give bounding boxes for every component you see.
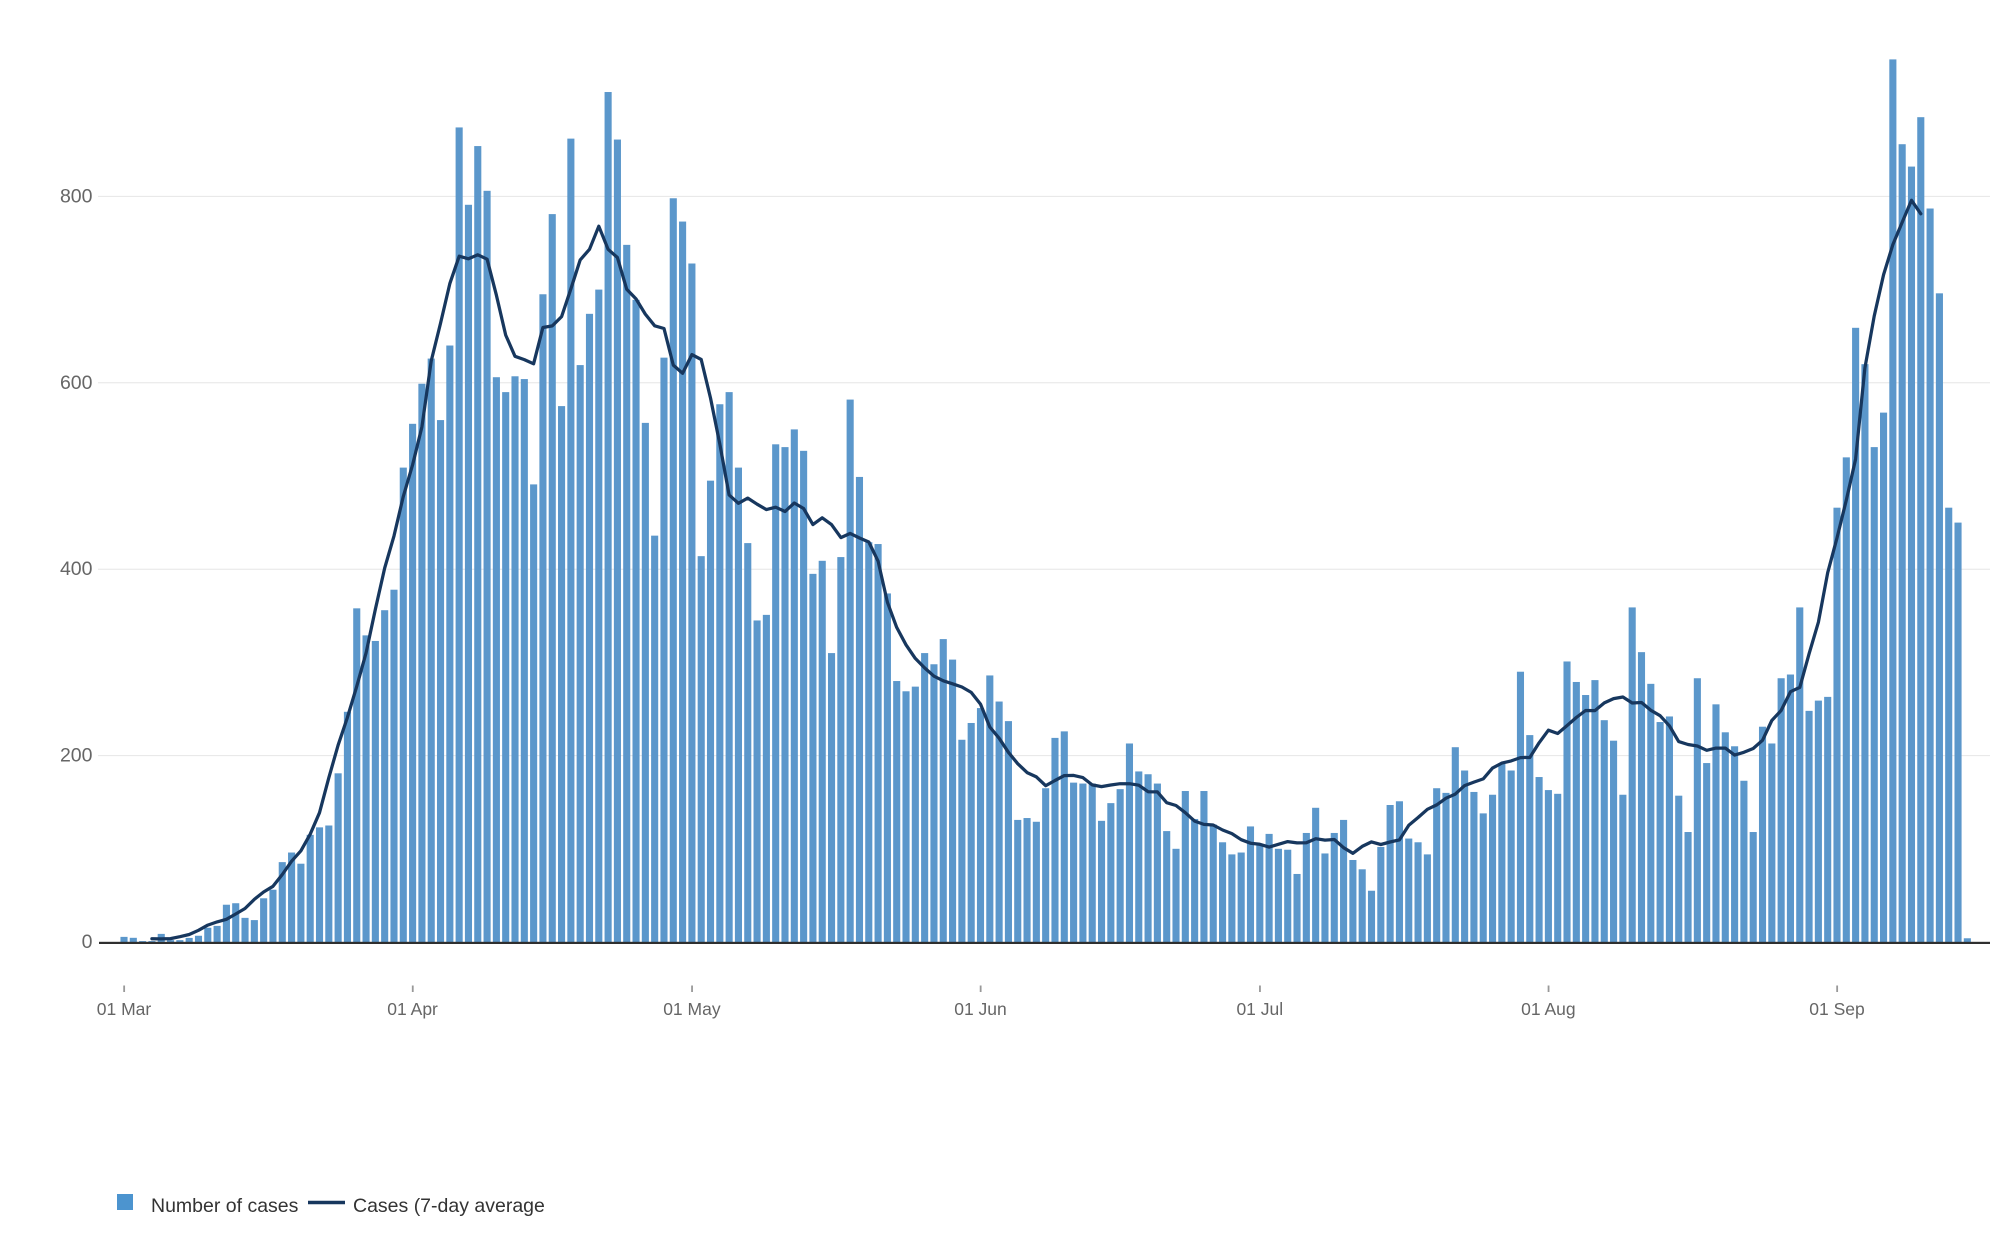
svg-text:Number of cases: Number of cases	[151, 1195, 299, 1217]
svg-text:01 Jun: 01 Jun	[954, 999, 1007, 1019]
svg-text:Cases (7-day average: Cases (7-day average	[353, 1195, 545, 1217]
svg-text:01 Sep: 01 Sep	[1809, 999, 1864, 1019]
svg-text:01 Jul: 01 Jul	[1236, 999, 1283, 1019]
svg-text:01 Mar: 01 Mar	[97, 999, 152, 1019]
svg-text:200: 200	[60, 745, 93, 767]
svg-text:01 Apr: 01 Apr	[387, 999, 438, 1019]
svg-text:800: 800	[60, 185, 93, 207]
svg-text:01 Aug: 01 Aug	[1521, 999, 1576, 1019]
svg-text:600: 600	[60, 372, 93, 394]
svg-text:400: 400	[60, 558, 93, 580]
svg-text:0: 0	[82, 931, 93, 953]
svg-text:01 May: 01 May	[663, 999, 721, 1019]
